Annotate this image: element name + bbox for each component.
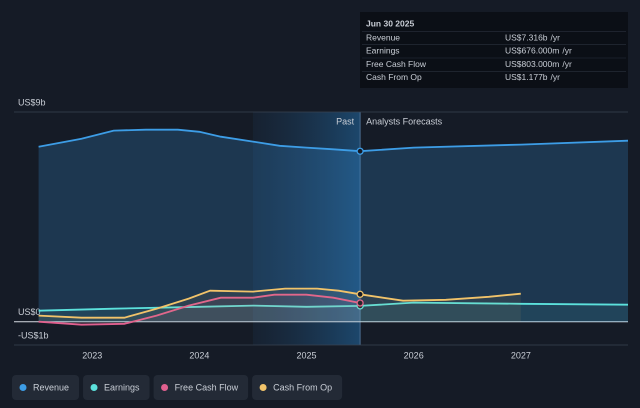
legend-item[interactable]: Revenue [12, 375, 80, 400]
forecast-label: Analysts Forecasts [366, 116, 443, 126]
legend-item[interactable]: Earnings [83, 375, 150, 400]
x-tick-label: 2027 [511, 350, 531, 360]
tooltip-name: Revenue [366, 32, 400, 42]
tooltip-unit: /yr [562, 46, 572, 56]
legend-item[interactable]: Cash From Op [252, 375, 343, 400]
highlight-point [356, 290, 364, 298]
tooltip-name: Earnings [366, 46, 400, 56]
tooltip-name: Cash From Op [366, 72, 422, 82]
legend-swatch [19, 384, 27, 391]
legend-swatch [161, 384, 169, 391]
tooltip-unit: /yr [551, 32, 561, 42]
tooltip-name: Free Cash Flow [366, 59, 427, 69]
highlight-point [356, 147, 364, 155]
legend-box [83, 375, 150, 400]
y-tick-label: US$0 [18, 307, 41, 317]
past-label: Past [336, 116, 355, 126]
legend-label: Earnings [104, 382, 140, 392]
y-tick-label: US$9b [18, 97, 46, 107]
legend-box [12, 375, 80, 400]
x-tick-label: 2025 [297, 350, 317, 360]
series-line [38, 301, 629, 312]
series-line [38, 128, 629, 153]
tooltip-date: Jun 30 2025 [366, 18, 414, 28]
highlight-point [356, 299, 364, 307]
series-area [38, 288, 521, 322]
tooltip-unit: /yr [562, 59, 572, 69]
tooltip-value: US$803.000m [505, 59, 559, 69]
tooltip-value: US$1.177b [505, 72, 548, 82]
series-line [38, 287, 521, 319]
series-area [38, 294, 361, 325]
y-tick-label: -US$1b [18, 330, 49, 340]
legend-swatch [90, 384, 98, 391]
x-tick-label: 2024 [189, 350, 209, 360]
tooltip-value: US$676.000m [505, 46, 559, 56]
legend-box [252, 375, 343, 400]
legend-swatch [259, 384, 267, 391]
legend-label: Revenue [33, 382, 69, 392]
tooltip-unit: /yr [551, 72, 561, 82]
legend-box [153, 375, 249, 400]
tooltip-box [360, 12, 628, 88]
legend-label: Cash From Op [273, 382, 332, 392]
tooltip-value: US$7.316b [505, 32, 548, 42]
x-tick-label: 2026 [404, 350, 424, 360]
series-line [38, 293, 361, 326]
legend-label: Free Cash Flow [175, 382, 239, 392]
series-area [38, 129, 629, 322]
x-tick-label: 2023 [82, 350, 102, 360]
legend-item[interactable]: Free Cash Flow [153, 375, 249, 400]
